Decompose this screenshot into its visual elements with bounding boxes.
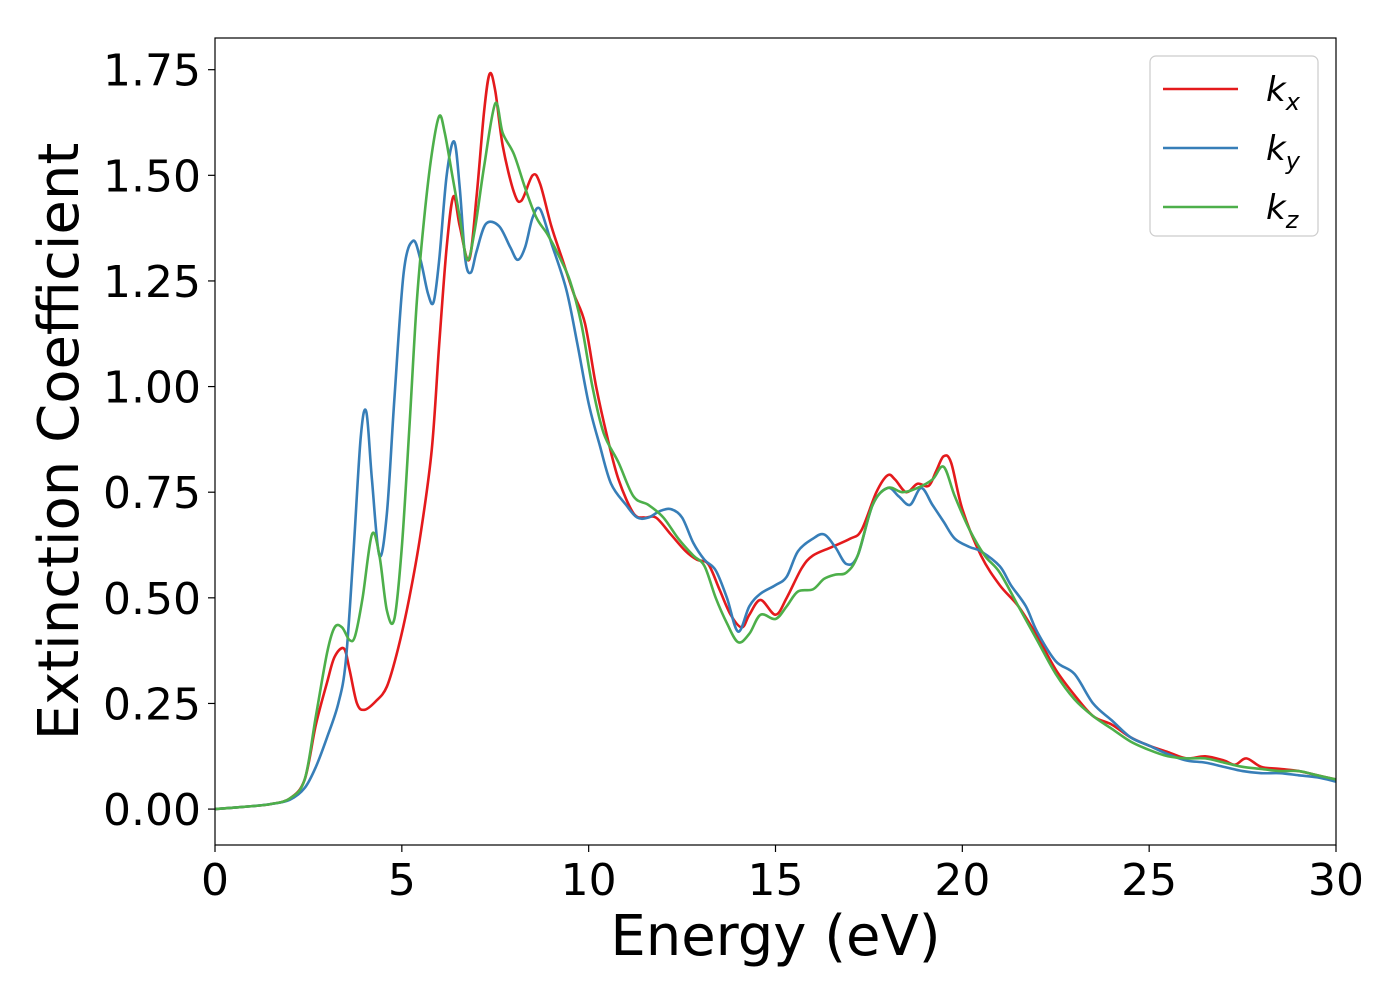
series-layer xyxy=(215,71,1336,811)
legend-label-base: k xyxy=(1266,188,1287,228)
legend-label-ky: ky xyxy=(1266,129,1301,175)
x-tick-label: 15 xyxy=(748,855,804,906)
x-tick-label: 30 xyxy=(1308,855,1364,906)
series-line-kz xyxy=(215,101,1336,811)
legend-box xyxy=(1149,55,1319,237)
legend-label-kz: kz xyxy=(1266,188,1300,234)
y-tick-label: 1.00 xyxy=(103,363,201,414)
y-tick-label: 0.50 xyxy=(103,574,201,625)
y-axis-title: Extinction Coefficient xyxy=(27,143,92,741)
x-tick-label: 20 xyxy=(934,855,990,906)
legend-label-base: k xyxy=(1266,129,1287,169)
y-tick-label: 1.50 xyxy=(103,151,201,202)
x-tick-label: 10 xyxy=(561,855,617,906)
y-tick-label: 1.75 xyxy=(103,46,201,97)
ticks-layer: 0 5 10 15 20 25 30 0.00 0.25 0.50 0.75 1.00 1.25 1.50… xyxy=(103,46,1364,906)
x-tick-label: 5 xyxy=(388,855,416,906)
legend-label-kx: kx xyxy=(1266,70,1301,116)
y-tick-label: 0.75 xyxy=(103,468,201,519)
series-line-ky xyxy=(215,140,1336,811)
legend-label-base: k xyxy=(1266,70,1287,110)
y-tick-label: 0.25 xyxy=(103,679,201,730)
y-tick-label: 1.25 xyxy=(103,257,201,308)
legend-label-subscript: z xyxy=(1285,206,1300,234)
x-tick-label: 0 xyxy=(201,855,229,906)
x-tick-label: 25 xyxy=(1121,855,1177,906)
legend-label-subscript: x xyxy=(1285,88,1301,116)
y-tick-label: 0.00 xyxy=(103,785,201,836)
legend-label-subscript: y xyxy=(1285,147,1301,175)
x-axis-title: Energy (eV) xyxy=(610,904,940,969)
series-line-kx xyxy=(215,71,1336,811)
